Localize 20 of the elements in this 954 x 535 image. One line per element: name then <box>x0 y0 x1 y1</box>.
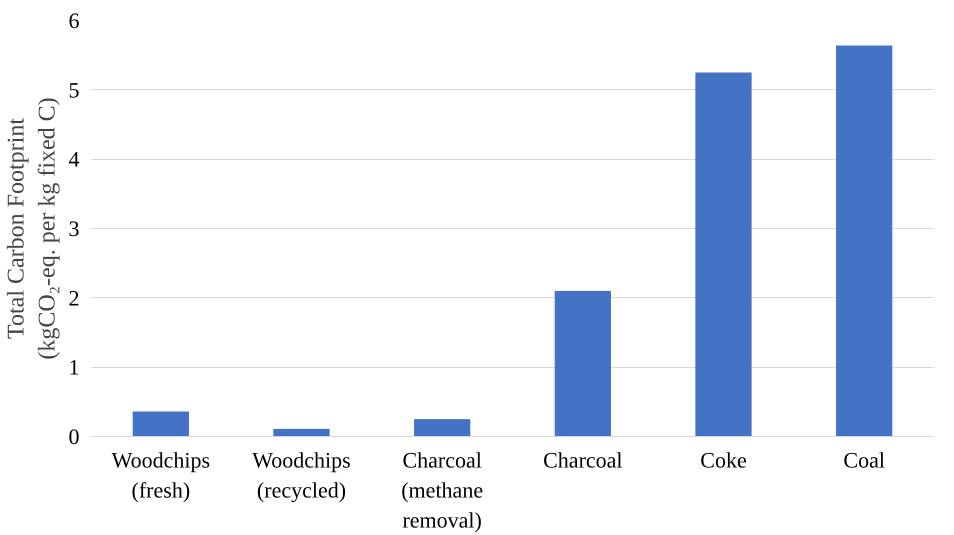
bar <box>836 45 892 436</box>
y-tick-label: 5 <box>68 77 80 102</box>
x-tick-label: Charcoal <box>543 448 623 472</box>
bar <box>695 72 752 436</box>
x-tick-label: Charcoal (methane removal) <box>401 448 484 532</box>
x-tick-label: Woodchips (recycled) <box>252 448 351 502</box>
y-tick-label: 2 <box>68 285 80 310</box>
y-tick-label: 1 <box>68 354 80 380</box>
y-tick-label: 6 <box>68 8 80 33</box>
y-tick-label: 0 <box>68 424 80 449</box>
x-tick-label: Coke <box>700 448 747 472</box>
x-tick-label: Woodchips (fresh) <box>112 448 210 502</box>
bar <box>554 290 611 436</box>
x-tick-label: Coal <box>843 448 885 472</box>
y-tick-label: 4 <box>68 146 80 172</box>
y-axis-title: Total Carbon Footprint (kgCO₂-eq. per kg fixed C) <box>3 97 60 360</box>
bar <box>273 428 330 436</box>
bar <box>132 412 189 436</box>
bar <box>414 419 470 436</box>
y-tick-label: 3 <box>68 216 80 241</box>
